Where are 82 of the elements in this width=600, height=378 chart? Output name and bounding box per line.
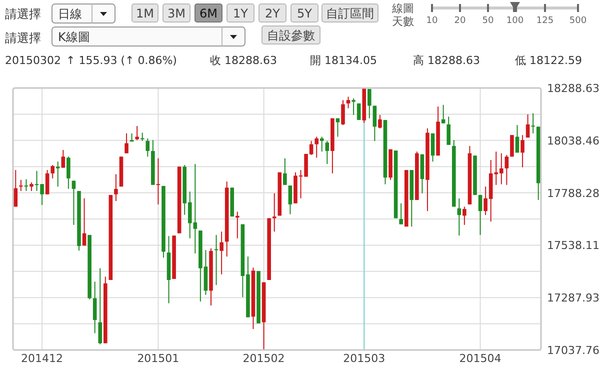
text: 500 (569, 16, 587, 26)
candlestick (378, 114, 382, 129)
candlestick (478, 194, 482, 236)
candlestick (510, 134, 514, 158)
y-tick-label: 17538.11 (547, 239, 600, 252)
candlestick (325, 140, 330, 164)
candlestick (283, 158, 287, 186)
text: 125 (536, 16, 554, 26)
candlestick (72, 180, 76, 226)
y-tick-label: 18288.63 (547, 82, 600, 95)
candlestick (504, 154, 509, 186)
text: 100 (506, 16, 524, 26)
y-tick-label: 18038.46 (547, 134, 600, 148)
candlestick (336, 118, 340, 138)
candlestick (66, 156, 70, 190)
candlestick (288, 185, 292, 215)
candlestick (520, 134, 524, 168)
candlestick (368, 88, 372, 119)
candlestick (526, 114, 530, 138)
candlestick (214, 234, 218, 286)
x-tick-label: 201501 (137, 352, 180, 365)
candlestick (446, 116, 450, 146)
x-tick-label: 201504 (459, 352, 502, 365)
candlestick (24, 178, 28, 192)
text: 線圖天數 (391, 2, 414, 28)
candlestick (156, 158, 160, 205)
text: 6M (200, 6, 218, 20)
text: 請選擇 (5, 7, 41, 21)
candlestick (346, 96, 350, 109)
text: 低 18122.59 (515, 54, 582, 67)
candlestick (146, 138, 150, 158)
text: 2Y (265, 6, 281, 20)
candlestick (515, 124, 520, 154)
candlestick (462, 206, 466, 226)
text: 10 (426, 16, 438, 26)
candlestick (236, 211, 240, 239)
x-tick-label: 201503 (343, 352, 386, 365)
text: 1M (136, 6, 154, 20)
x-tick-label: 201502 (242, 352, 285, 365)
text: K線圖 (58, 30, 90, 44)
text: 自設參數 (267, 28, 315, 42)
candlestick (320, 136, 324, 152)
y-tick-label: 17788.28 (547, 186, 600, 200)
candlestick (399, 202, 403, 225)
candlestick (50, 164, 54, 179)
candlestick (531, 112, 535, 134)
y-tick-label: 17287.93 (547, 292, 600, 305)
candlestick (56, 161, 60, 188)
candlestick (220, 231, 224, 275)
text: 5Y (297, 6, 313, 20)
candlestick (114, 174, 118, 202)
candlestick (272, 192, 276, 232)
text: 1Y (233, 6, 249, 20)
candlestick (352, 98, 356, 116)
candlestick (372, 105, 377, 142)
text: 收 18288.63 (210, 54, 277, 67)
text: 開 18134.05 (310, 54, 377, 67)
candlestick (430, 132, 435, 162)
candlestick (124, 132, 128, 154)
candlestick (61, 149, 66, 168)
text: ↑ 155.93 (↑ 0.86%) (66, 54, 177, 67)
text: 50 (482, 16, 494, 26)
text: 20 (454, 16, 466, 26)
text: 請選擇 (5, 31, 41, 45)
candlestick (441, 104, 446, 124)
candlestick (135, 126, 139, 141)
text: 20150302 (5, 54, 61, 67)
candlestick (98, 268, 102, 345)
text: 日線 (58, 7, 82, 21)
x-tick-label: 201412 (21, 352, 64, 365)
text: 高 18288.63 (413, 54, 480, 67)
y-tick-label: 17037.76 (547, 344, 600, 357)
candlestick (314, 136, 318, 158)
candlestick (92, 281, 97, 334)
text: 3M (168, 6, 186, 20)
candlestick (356, 102, 361, 120)
candlestick (14, 170, 18, 208)
candlestick (19, 179, 23, 192)
text: 自訂區間 (326, 6, 374, 20)
candlestick (341, 100, 345, 126)
candlestick (45, 170, 50, 195)
candlestick (140, 132, 144, 142)
